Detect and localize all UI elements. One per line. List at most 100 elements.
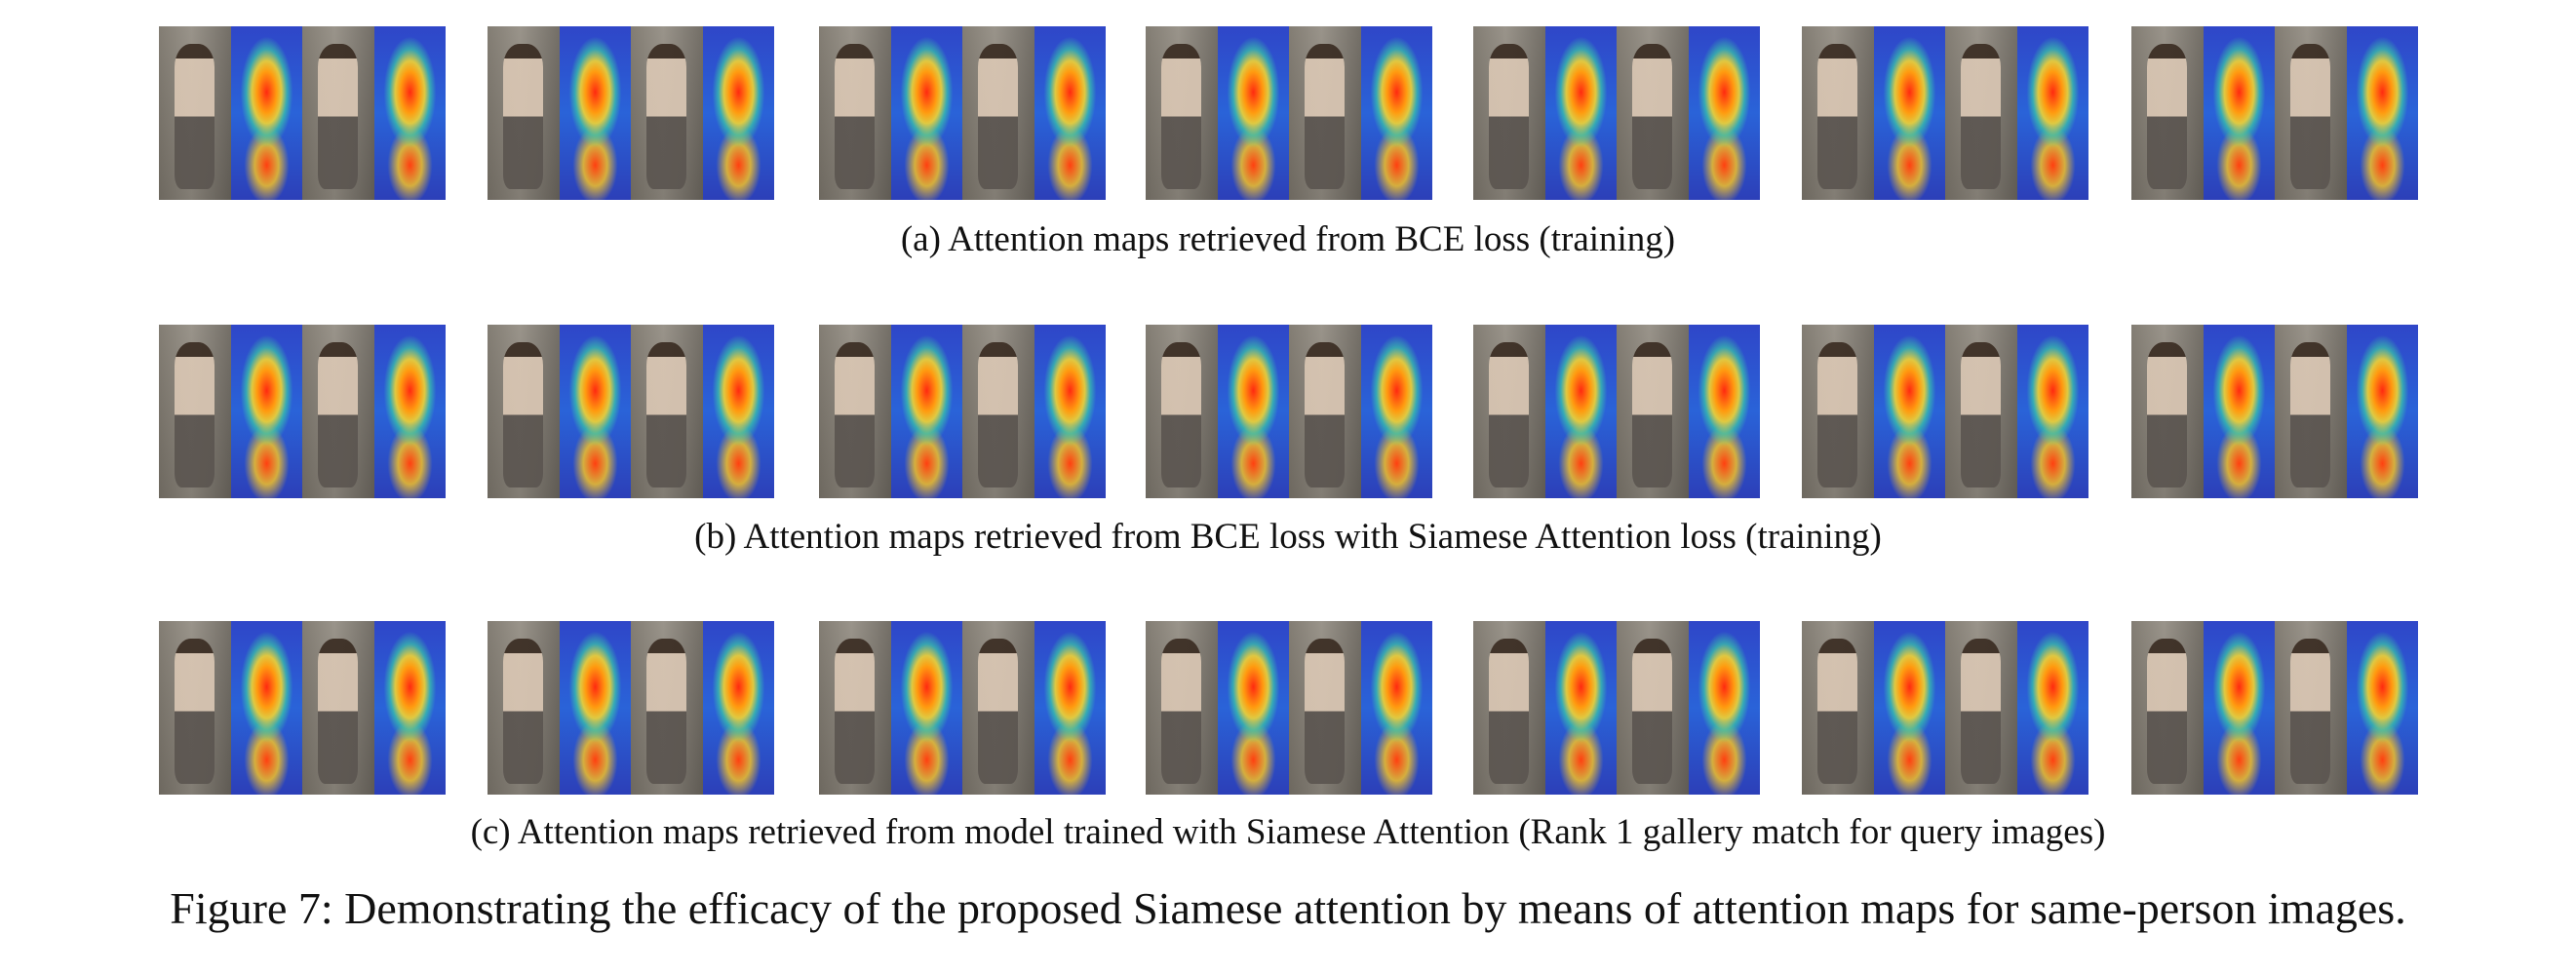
- person-silhouette: [1305, 638, 1346, 785]
- person-photo: [631, 325, 703, 498]
- person-silhouette: [503, 43, 544, 190]
- image-pair-group: [1802, 26, 2088, 200]
- person-silhouette: [318, 43, 359, 190]
- person-silhouette: [1161, 638, 1202, 785]
- attention-heatmap: [890, 26, 962, 200]
- person-photo: [1945, 26, 2017, 200]
- person-silhouette: [1489, 341, 1530, 488]
- person-silhouette: [1817, 638, 1858, 785]
- person-photo: [1802, 325, 1874, 498]
- person-photo: [1945, 621, 2017, 795]
- person-silhouette: [2290, 341, 2331, 488]
- attention-heatmap: [702, 621, 774, 795]
- person-silhouette: [318, 638, 359, 785]
- person-photo: [1945, 325, 2017, 498]
- image-pair-group: [488, 325, 774, 498]
- person-photo: [1146, 621, 1218, 795]
- attention-heatmap: [1360, 325, 1432, 498]
- person-silhouette: [1161, 43, 1202, 190]
- person-photo: [2275, 621, 2347, 795]
- person-photo: [1802, 621, 1874, 795]
- image-pair-group: [819, 26, 1106, 200]
- attention-heatmap: [1688, 621, 1760, 795]
- person-photo: [2131, 325, 2204, 498]
- attention-heatmap: [2016, 621, 2088, 795]
- person-silhouette: [1632, 341, 1673, 488]
- attention-heatmap: [1360, 621, 1432, 795]
- image-pair-group: [2131, 26, 2418, 200]
- attention-heatmap: [230, 26, 302, 200]
- attention-heatmap: [1544, 325, 1617, 498]
- image-pair-group: [1473, 325, 1760, 498]
- image-pair-group: [819, 621, 1106, 795]
- panel-a-image-row: [0, 26, 2576, 200]
- person-silhouette: [1489, 43, 1530, 190]
- person-silhouette: [835, 43, 876, 190]
- person-photo: [1617, 325, 1689, 498]
- image-pair-group: [159, 26, 446, 200]
- panel-c-image-row: [0, 621, 2576, 795]
- person-photo: [819, 26, 891, 200]
- person-silhouette: [978, 638, 1019, 785]
- person-photo: [819, 621, 891, 795]
- person-photo: [302, 26, 374, 200]
- figure-caption: Figure 7: Demonstrating the efficacy of …: [170, 883, 2406, 933]
- image-pair-group: [1146, 26, 1432, 200]
- person-photo: [159, 26, 231, 200]
- person-photo: [488, 325, 560, 498]
- person-silhouette: [1161, 341, 1202, 488]
- attention-heatmap: [1688, 325, 1760, 498]
- attention-heatmap: [890, 621, 962, 795]
- person-photo: [1473, 325, 1545, 498]
- attention-heatmap: [2203, 621, 2275, 795]
- attention-heatmap: [1034, 325, 1106, 498]
- panel-b-caption: (b) Attention maps retrieved from BCE lo…: [694, 517, 1882, 557]
- attention-heatmap: [559, 621, 631, 795]
- image-pair-group: [2131, 621, 2418, 795]
- attention-heatmap: [1217, 325, 1289, 498]
- attention-heatmap: [2203, 325, 2275, 498]
- person-photo: [1289, 26, 1361, 200]
- attention-heatmap: [1217, 621, 1289, 795]
- image-pair-group: [159, 325, 446, 498]
- attention-heatmap: [1688, 26, 1760, 200]
- attention-heatmap: [702, 26, 774, 200]
- image-pair-group: [819, 325, 1106, 498]
- person-photo: [159, 325, 231, 498]
- person-silhouette: [2290, 43, 2331, 190]
- panel-b-image-row: [0, 325, 2576, 498]
- attention-heatmap: [1544, 26, 1617, 200]
- attention-heatmap: [2346, 621, 2418, 795]
- image-pair-group: [1473, 621, 1760, 795]
- person-silhouette: [2147, 43, 2188, 190]
- person-photo: [1802, 26, 1874, 200]
- person-photo: [1617, 621, 1689, 795]
- image-pair-group: [2131, 325, 2418, 498]
- person-silhouette: [1817, 43, 1858, 190]
- attention-heatmap: [2346, 325, 2418, 498]
- person-silhouette: [175, 638, 215, 785]
- person-silhouette: [646, 638, 687, 785]
- person-photo: [2275, 325, 2347, 498]
- attention-heatmap: [1217, 26, 1289, 200]
- person-photo: [962, 325, 1034, 498]
- attention-heatmap: [1544, 621, 1617, 795]
- person-silhouette: [1632, 43, 1673, 190]
- person-silhouette: [1961, 638, 2002, 785]
- person-photo: [962, 26, 1034, 200]
- attention-heatmap: [2016, 325, 2088, 498]
- person-photo: [2131, 26, 2204, 200]
- attention-heatmap: [1873, 325, 1945, 498]
- attention-heatmap: [230, 325, 302, 498]
- image-pair-group: [1802, 325, 2088, 498]
- person-photo: [2275, 26, 2347, 200]
- person-photo: [1617, 26, 1689, 200]
- attention-heatmap: [2346, 26, 2418, 200]
- image-pair-group: [1802, 621, 2088, 795]
- attention-heatmap: [2203, 26, 2275, 200]
- person-photo: [302, 621, 374, 795]
- person-photo: [2131, 621, 2204, 795]
- attention-heatmap: [373, 325, 446, 498]
- image-pair-group: [1146, 325, 1432, 498]
- person-silhouette: [978, 43, 1019, 190]
